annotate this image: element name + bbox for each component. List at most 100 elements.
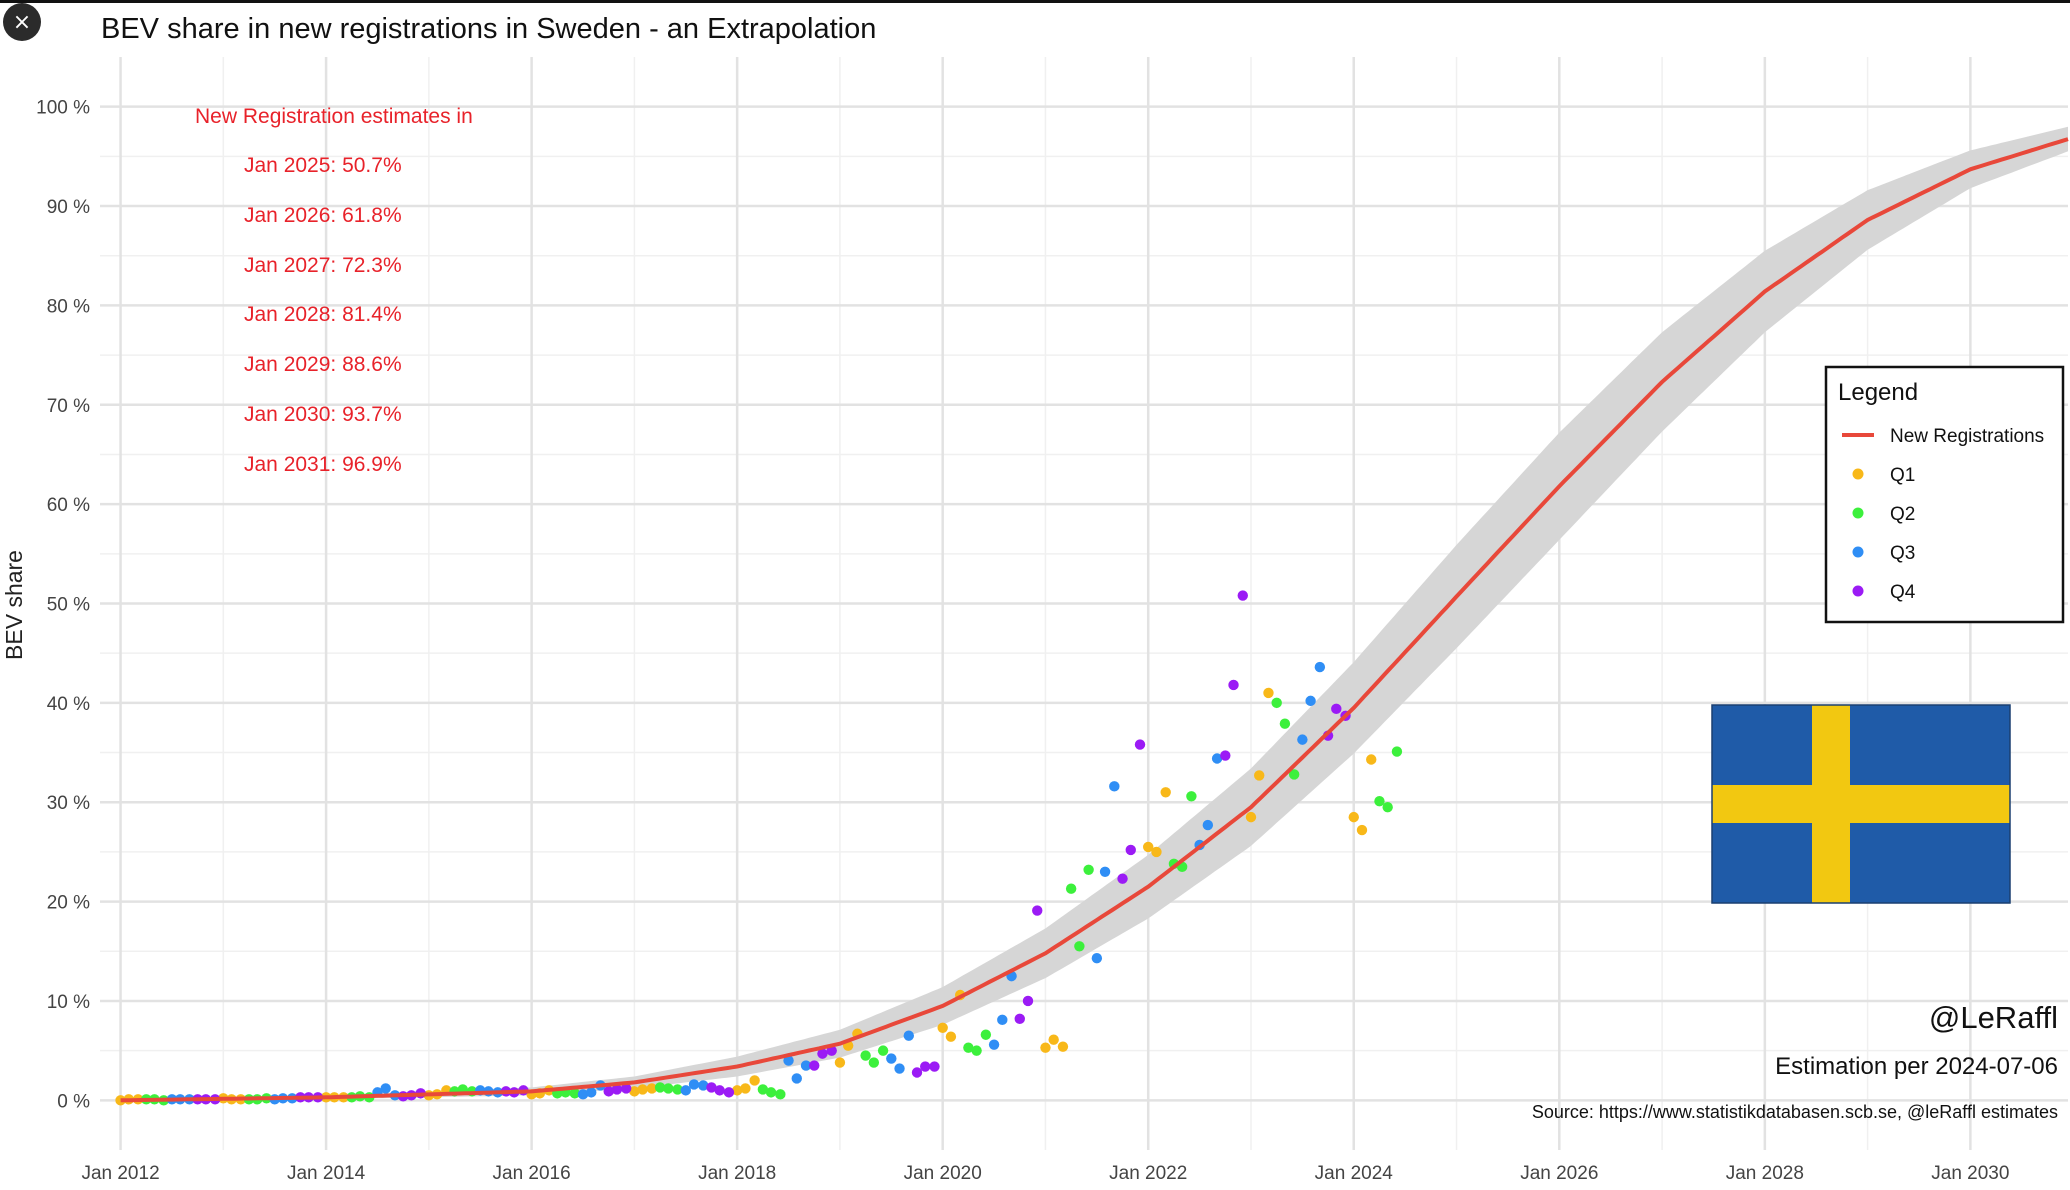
data-point-q4: [911, 1067, 923, 1078]
data-point-q3: [586, 1087, 597, 1098]
data-point-q2: [654, 1082, 666, 1093]
data-point-q3: [1314, 661, 1326, 673]
data-point-q4: [1134, 739, 1146, 750]
data-point-q2: [569, 1088, 580, 1099]
data-point-q3: [698, 1080, 709, 1091]
data-point-q2: [663, 1083, 674, 1094]
data-point-q2: [1374, 796, 1385, 807]
legend-entry: Q1: [1890, 465, 1915, 486]
data-point-q1: [1040, 1042, 1051, 1053]
legend-box: [1824, 365, 2065, 624]
data-point-q1: [1263, 687, 1274, 699]
data-point-q4: [611, 1084, 623, 1095]
data-point-q4: [817, 1048, 828, 1059]
data-point-q2: [1186, 791, 1197, 802]
data-point-q2: [1083, 864, 1094, 875]
data-point-q4: [603, 1086, 614, 1097]
data-point-q1: [1143, 841, 1154, 853]
data-point-q2: [1074, 941, 1085, 952]
data-point-q1: [1151, 846, 1162, 858]
x-tick-label: Jan 2030: [1931, 1163, 2009, 1184]
credits: @LeRaffl Estimation per 2024-07-06 Source:…: [1532, 1000, 2058, 1122]
data-point-q3: [380, 1083, 391, 1094]
data-point-q4: [706, 1082, 717, 1093]
x-tick-label: Jan 2018: [698, 1163, 776, 1184]
data-point-q3: [1202, 819, 1214, 831]
y-tick-label: 20 %: [47, 893, 90, 914]
x-tick-label: Jan 2012: [81, 1163, 159, 1184]
legend-entry: Q2: [1890, 504, 1915, 525]
data-point-q4: [723, 1087, 735, 1098]
legend-title: Legend: [1838, 379, 1918, 406]
data-point-q4: [809, 1060, 820, 1071]
data-point-q1: [1254, 770, 1265, 781]
annotation-line: Jan 2025: 50.7%: [244, 154, 402, 177]
data-point-q1: [945, 1031, 957, 1042]
x-tick-label: Jan 2016: [493, 1163, 571, 1184]
data-point-q4: [1117, 873, 1128, 884]
data-point-q1: [1366, 754, 1377, 765]
data-point-q3: [688, 1079, 700, 1090]
data-point-q4: [1032, 905, 1043, 916]
legend: Legend New Registrations Q1 Q2 Q3 Q4: [1824, 365, 2065, 624]
x-tick-label: Jan 2020: [904, 1163, 982, 1184]
data-point-q3: [1211, 753, 1223, 764]
data-point-q3: [1305, 695, 1316, 707]
data-point-q1: [1245, 811, 1257, 823]
y-tick-label: 0 %: [57, 1091, 90, 1112]
legend-entry: New Registrations: [1890, 426, 2044, 447]
data-point-q4: [920, 1061, 931, 1072]
data-point-q4: [929, 1061, 940, 1072]
chart-title: BEV share in new registrations in Sweden…: [101, 13, 876, 45]
y-tick-label: 40 %: [47, 694, 90, 715]
data-point-q3: [800, 1060, 812, 1071]
y-tick-label: 100 %: [36, 98, 90, 119]
data-point-q1: [629, 1086, 640, 1097]
data-point-q1: [1356, 824, 1368, 836]
data-point-q3: [988, 1039, 1000, 1050]
data-point-q3: [680, 1085, 691, 1096]
data-point-q2: [860, 1050, 871, 1061]
y-tick-label: 50 %: [47, 595, 90, 616]
data-point-q4: [1228, 679, 1239, 691]
data-point-q4: [1331, 703, 1342, 715]
data-point-q4: [1237, 590, 1248, 601]
data-point-q2: [868, 1057, 880, 1068]
data-point-q2: [1391, 746, 1403, 757]
data-point-q3: [1297, 734, 1308, 745]
data-point-q3: [903, 1030, 914, 1041]
y-tick-label: 70 %: [47, 396, 90, 417]
confidence-band: [120, 126, 2069, 1102]
data-point-q3: [894, 1063, 905, 1074]
data-point-q4: [1014, 1013, 1025, 1025]
x-tick-label: Jan 2022: [1109, 1163, 1187, 1184]
y-tick-label: 80 %: [47, 296, 90, 317]
annotation-line: Jan 2031: 96.9%: [244, 453, 402, 476]
x-tick-label: Jan 2028: [1726, 1163, 1804, 1184]
legend-dot-key: [1852, 507, 1864, 519]
flag-cross-horizontal: [1712, 785, 2010, 823]
close-icon[interactable]: ×: [3, 3, 41, 41]
data-point-q1: [115, 1095, 126, 1106]
legend-entry: Q4: [1890, 582, 1916, 603]
annotation-line: Jan 2029: 88.6%: [244, 353, 402, 376]
new-registrations-line: [120, 137, 2069, 1103]
y-axis-label: BEV share: [1, 550, 27, 660]
data-point-q2: [775, 1089, 786, 1100]
data-point-q3: [886, 1053, 897, 1064]
data-point-q3: [997, 1014, 1008, 1026]
data-point-q3: [783, 1055, 794, 1066]
y-tick-label: 90 %: [47, 197, 90, 218]
data-point-q1: [1348, 811, 1359, 823]
annotation-line: Jan 2028: 81.4%: [244, 303, 402, 326]
annotation-header: New Registration estimates in: [195, 105, 473, 128]
data-point-q2: [980, 1029, 992, 1040]
data-point-q3: [1109, 781, 1120, 792]
data-point-q3: [1099, 866, 1111, 877]
estimates-annotation: New Registration estimates in Jan 2025: 5…: [195, 105, 473, 476]
x-tick-label: Jan 2024: [1315, 1163, 1394, 1184]
author-handle: @LeRaffl: [1929, 1000, 2058, 1035]
data-point-q2: [971, 1045, 982, 1056]
